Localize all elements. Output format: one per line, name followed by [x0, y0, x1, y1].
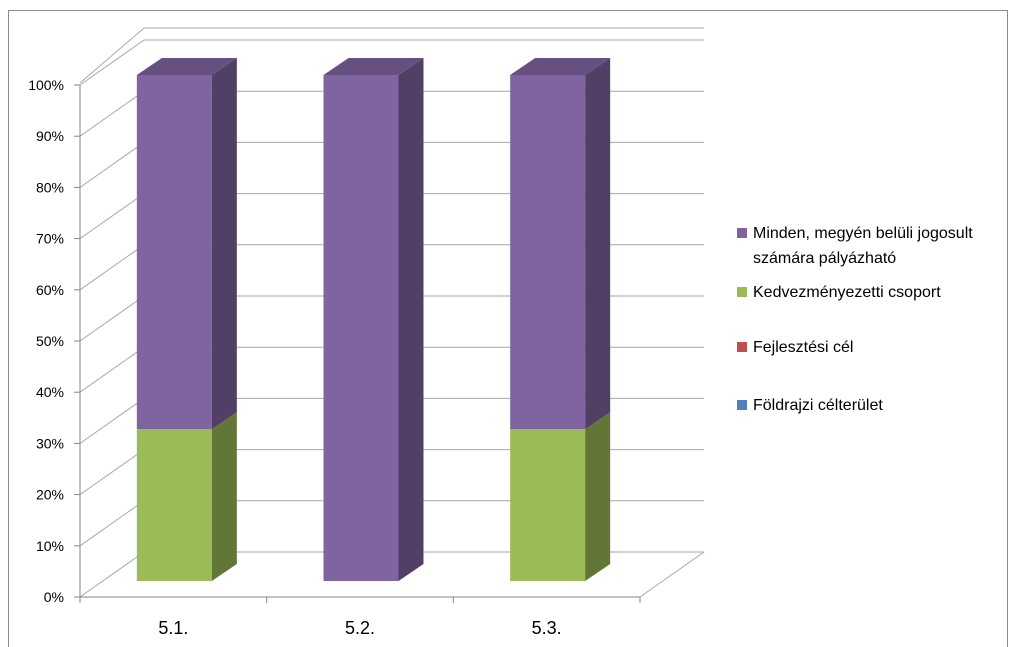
legend-item: Kedvezményezetti csoport	[737, 284, 941, 301]
bar-front	[510, 429, 585, 581]
y-tick-label: 0%	[44, 589, 64, 605]
bar-segment	[137, 412, 237, 581]
legend-label-continued: számára pályázható	[753, 250, 896, 267]
gridline-diagonal	[80, 40, 144, 85]
legend-swatch	[737, 287, 747, 297]
bar-front	[137, 75, 212, 429]
bar-segment	[324, 58, 424, 581]
bar-side	[585, 58, 610, 429]
bar-side	[399, 58, 424, 581]
y-tick-label: 90%	[36, 128, 64, 144]
bar-side	[585, 412, 610, 581]
y-tick-label: 40%	[36, 384, 64, 400]
bar-side	[212, 58, 237, 429]
y-tick-label: 80%	[36, 179, 64, 195]
legend-swatch	[737, 342, 747, 352]
gridline-diagonal	[80, 194, 144, 239]
y-tick-label: 100%	[28, 77, 64, 93]
legend-label: Fejlesztési cél	[753, 339, 853, 356]
legend-swatch	[737, 400, 747, 410]
bar-side	[212, 412, 237, 581]
legend-item: Minden, megyén belüli jogosult számára pá…	[737, 225, 973, 267]
x-axis: 5.1. 5.2. 5.3.	[80, 597, 640, 638]
gridline-diagonal	[80, 398, 144, 443]
y-tick-label: 70%	[36, 231, 64, 247]
x-tick-label: 5.2.	[345, 618, 375, 638]
bar-segment	[510, 412, 610, 581]
bar-front	[137, 429, 212, 581]
gridline-diagonal	[80, 245, 144, 290]
bar-front	[324, 75, 399, 581]
legend-label: Minden, megyén belüli jogosult	[753, 225, 973, 242]
gridline-diagonal	[80, 552, 144, 597]
y-tick-label: 60%	[36, 282, 64, 298]
legend: Minden, megyén belüli jogosult számára pá…	[737, 225, 973, 414]
bar-front	[510, 75, 585, 429]
y-tick-label: 10%	[36, 538, 64, 554]
y-tick-label: 20%	[36, 487, 64, 503]
legend-item: Fejlesztési cél	[737, 339, 853, 356]
y-tick-label: 30%	[36, 435, 64, 451]
y-axis: 0% 10% 20% 30% 40% 50% 60% 70% 80% 90% 100%	[28, 77, 80, 605]
gridline-diagonal	[80, 296, 144, 341]
floor-right-edge	[640, 552, 704, 597]
y-tick-label: 50%	[36, 333, 64, 349]
gridline-diagonal	[80, 142, 144, 187]
bars	[137, 58, 610, 581]
bar-segment	[137, 58, 237, 429]
x-tick-label: 5.3.	[532, 618, 562, 638]
legend-item: Földrajzi célterület	[737, 397, 883, 414]
x-tick-label: 5.1.	[158, 618, 188, 638]
gridline-diagonal	[80, 91, 144, 136]
legend-swatch	[737, 228, 747, 238]
gridline-diagonal	[80, 450, 144, 495]
bar-segment	[510, 58, 610, 429]
side-wall-top	[80, 28, 144, 83]
gridline-diagonal	[80, 347, 144, 392]
gridline-diagonal	[80, 501, 144, 546]
legend-label: Kedvezményezetti csoport	[753, 284, 941, 301]
legend-label: Földrajzi célterület	[753, 397, 883, 414]
